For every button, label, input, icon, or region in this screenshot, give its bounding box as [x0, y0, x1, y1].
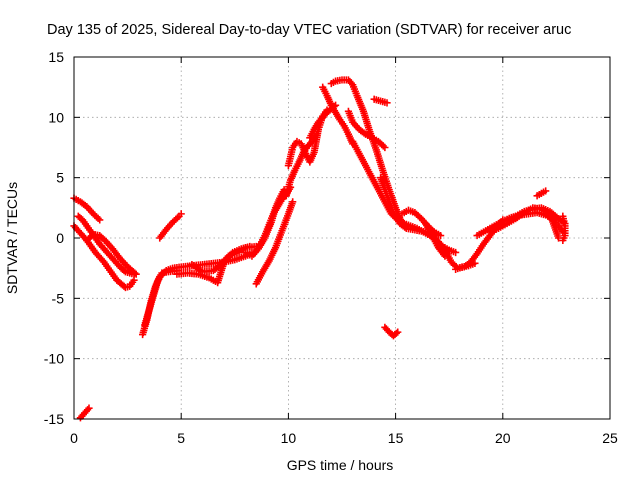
series-t5 — [76, 404, 93, 422]
series-t25 — [381, 323, 402, 340]
series-t18 — [327, 76, 406, 228]
data-points — [70, 76, 569, 422]
data-point — [437, 231, 445, 240]
data-point — [381, 143, 389, 152]
data-point — [177, 210, 185, 218]
data-point — [441, 252, 449, 260]
data-point — [383, 99, 391, 107]
series-t17 — [319, 83, 357, 148]
data-point — [392, 329, 400, 337]
series-t4 — [83, 230, 140, 278]
series-t26 — [452, 259, 479, 273]
data-point — [85, 404, 93, 412]
y-tick-label: -15 — [44, 411, 64, 427]
series-t21 — [370, 95, 391, 107]
y-axis-label: SDTVAR / TECUs — [4, 182, 20, 294]
axis-ticks: 0 5 10 15 20 25 15 10 5 0 -5 -10 -15 — [44, 49, 618, 446]
data-point — [559, 236, 567, 245]
y-tick-label: -10 — [44, 351, 64, 367]
series-t31 — [559, 212, 569, 245]
data-point — [289, 198, 297, 206]
series-t20 — [349, 137, 460, 257]
series-t10 — [188, 242, 260, 276]
series-t30 — [533, 187, 550, 200]
x-tick-label: 5 — [177, 430, 185, 446]
series-t2 — [70, 194, 104, 224]
data-point — [130, 276, 138, 284]
series-t22 — [376, 174, 507, 272]
x-axis-label: GPS time / hours — [287, 457, 394, 473]
data-point — [542, 187, 550, 195]
y-tick-label: 15 — [48, 49, 64, 65]
series-t12 — [252, 198, 297, 288]
data-point — [132, 270, 140, 278]
series-t14 — [282, 131, 320, 200]
data-point — [96, 216, 104, 224]
x-tick-label: 10 — [281, 430, 297, 446]
x-tick-label: 20 — [495, 430, 511, 446]
y-tick-label: 5 — [56, 170, 64, 186]
series-t1 — [70, 222, 138, 292]
series-t8 — [156, 210, 185, 242]
data-point — [131, 269, 139, 277]
data-point — [471, 259, 479, 267]
y-tick-label: 0 — [56, 230, 64, 246]
x-tick-label: 15 — [388, 430, 404, 446]
x-tick-label: 25 — [602, 430, 618, 446]
y-tick-label: 10 — [48, 109, 64, 125]
x-tick-label: 0 — [70, 430, 78, 446]
data-point — [394, 328, 402, 336]
y-tick-label: -5 — [52, 290, 65, 306]
series-t7 — [141, 266, 181, 329]
grid-lines — [74, 57, 610, 419]
series-t24 — [422, 219, 449, 260]
series-t19 — [344, 107, 389, 152]
chart-title: Day 135 of 2025, Sidereal Day-to-day VTE… — [47, 22, 571, 38]
data-point — [452, 248, 460, 257]
